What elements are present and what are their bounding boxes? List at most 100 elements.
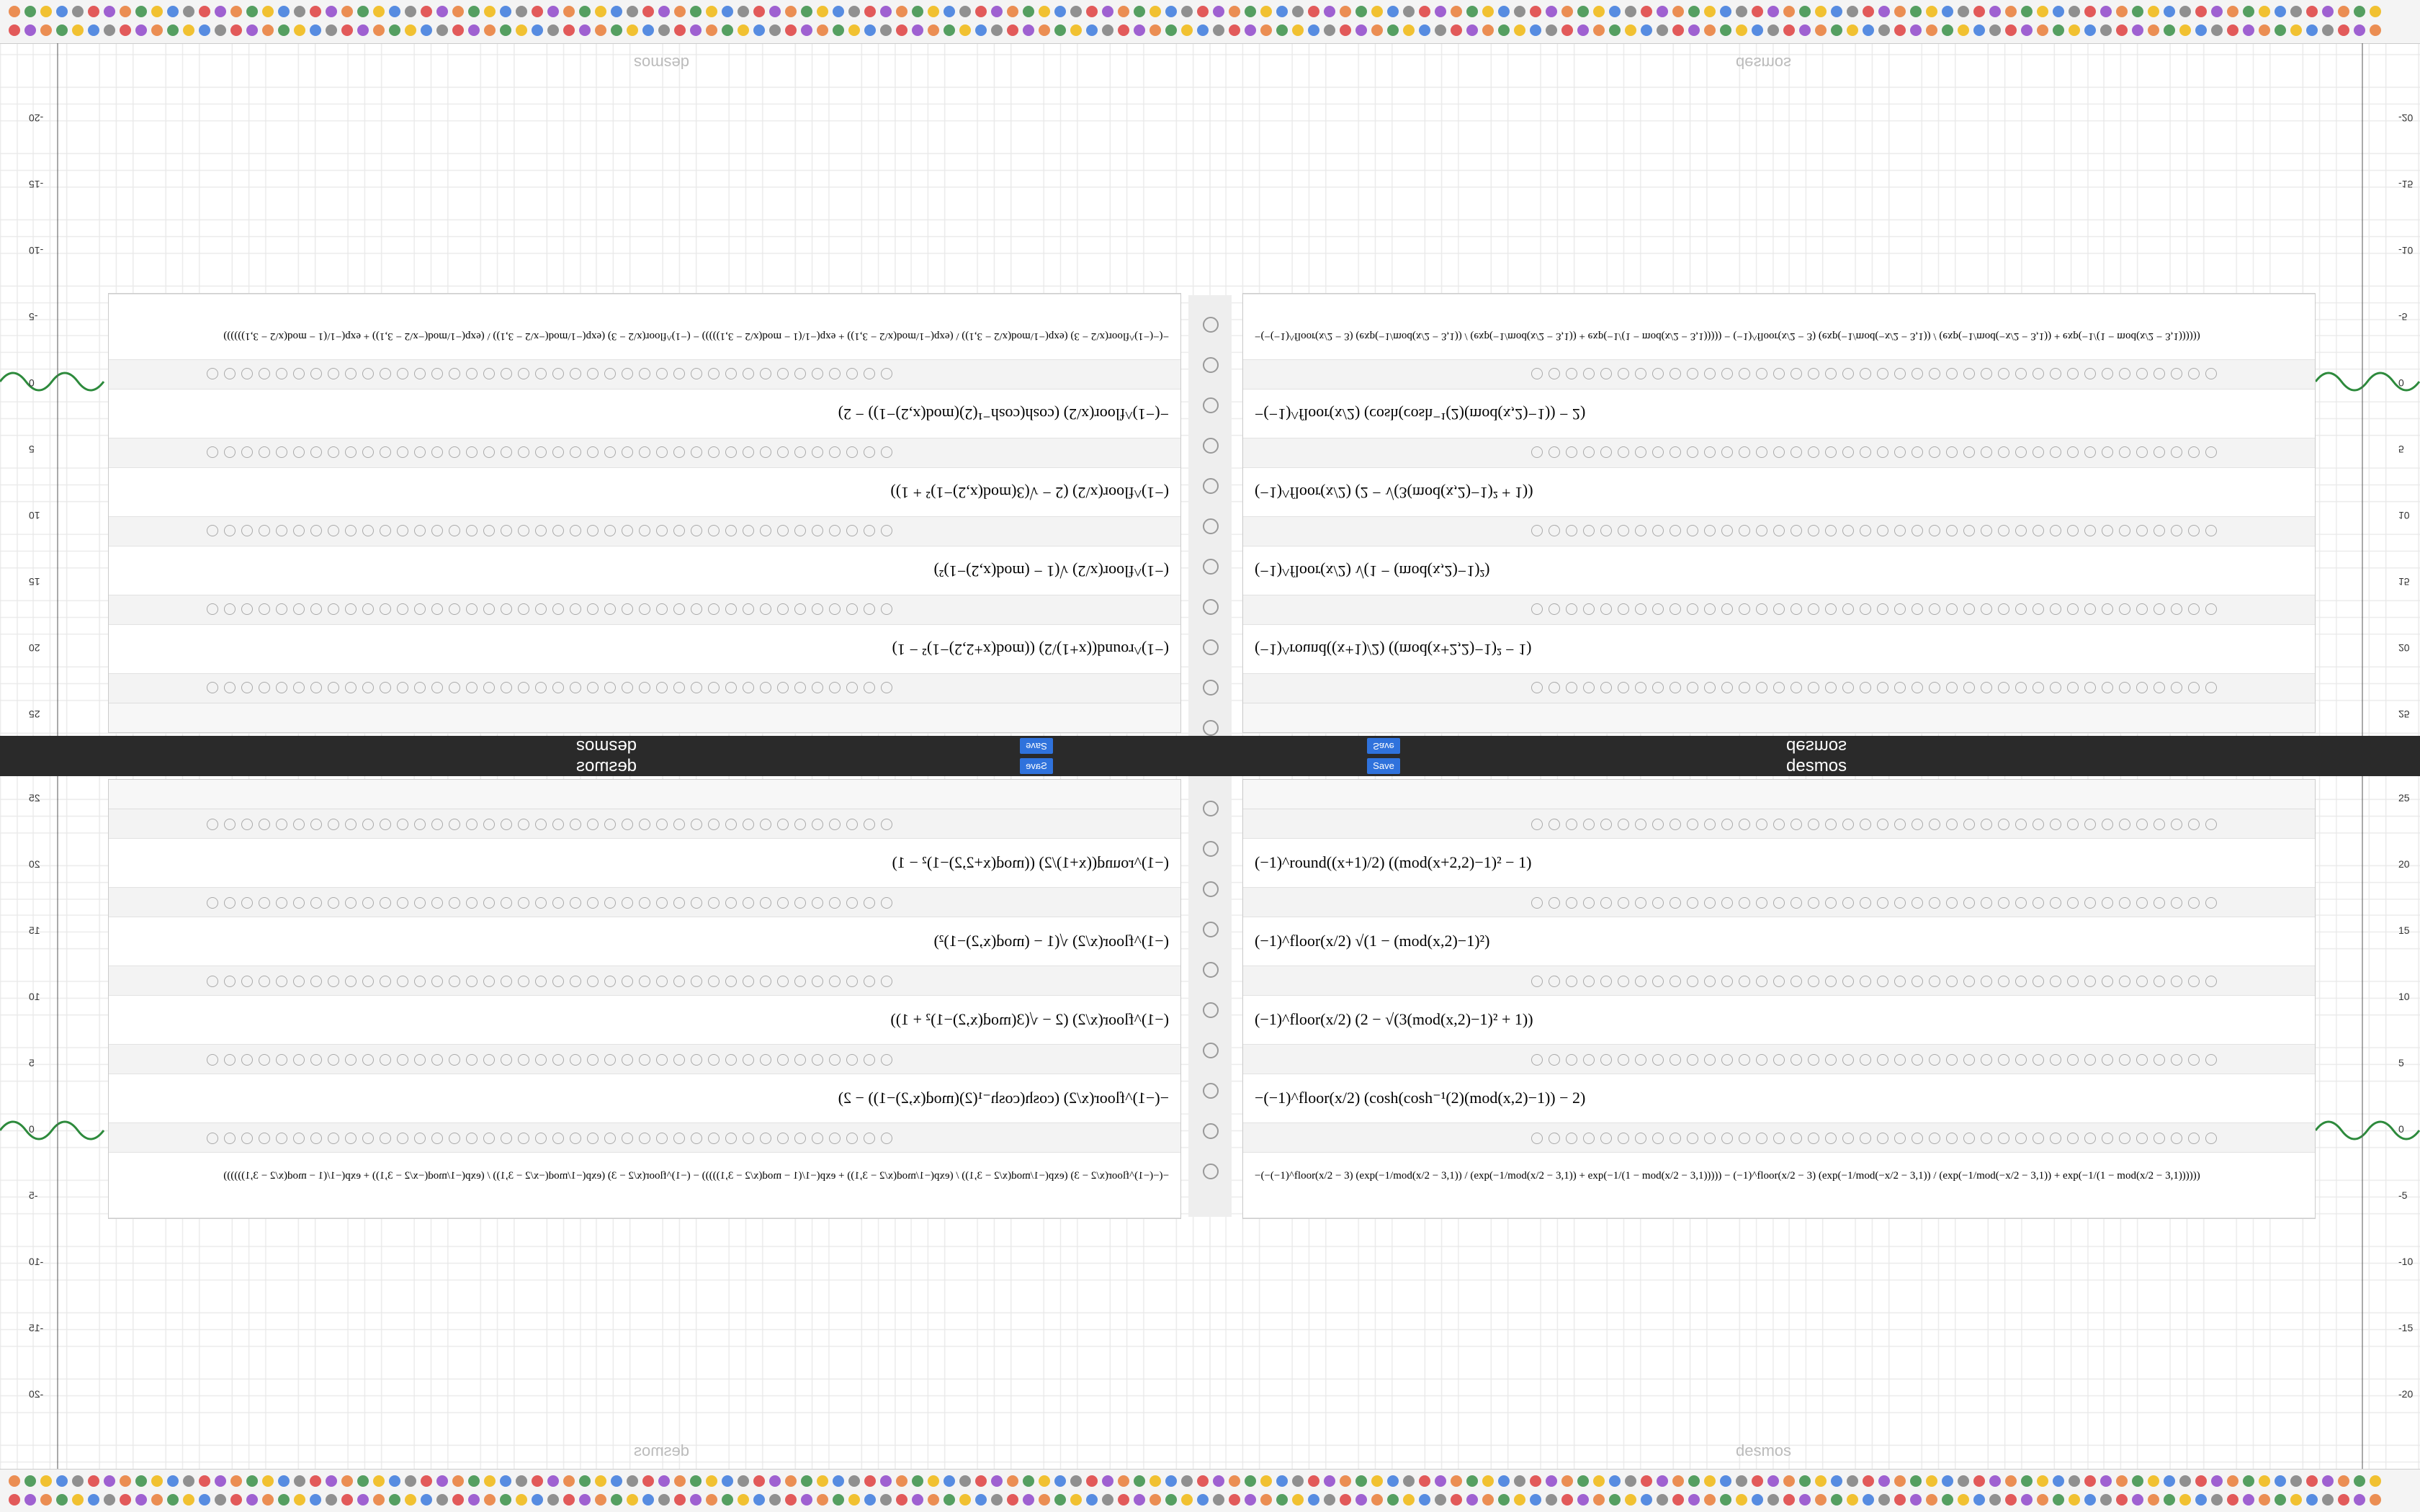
toolbar-icon	[880, 6, 892, 17]
toolbar-icon	[452, 24, 464, 36]
toolbar-icon	[9, 6, 20, 17]
save-button[interactable]: Save	[1367, 758, 1400, 774]
toggle-icon	[1549, 368, 1560, 379]
toggle-icon	[2084, 1133, 2096, 1144]
toggle-icon	[1652, 976, 1664, 987]
toggle-icon	[1877, 525, 1888, 536]
toolbar-icon	[959, 24, 971, 36]
toggle-icon	[345, 976, 357, 987]
toolbar-icon	[120, 24, 131, 36]
toggle-icon	[2154, 682, 2165, 693]
toggle-icon	[760, 1054, 771, 1066]
toolbar-icon	[896, 1494, 908, 1506]
toggle-icon	[2188, 1133, 2200, 1144]
toolbar-icon	[1847, 24, 1858, 36]
toggle-icon	[570, 682, 581, 693]
toggle-icon	[1583, 368, 1595, 379]
save-button[interactable]: Save	[1367, 738, 1400, 754]
toolbar-icon	[516, 1475, 527, 1487]
toggle-icon	[2050, 603, 2061, 615]
toolbar-icon	[1514, 6, 1525, 17]
toolbar-icon	[1609, 1475, 1621, 1487]
toolbar-icon	[864, 1475, 876, 1487]
toggle-icon	[2136, 682, 2148, 693]
toggle-icon	[293, 819, 305, 830]
toggle-icon	[2188, 446, 2200, 458]
toolbar-icon	[1134, 24, 1145, 36]
toggle-icon	[1791, 819, 1802, 830]
toggle-icon	[1894, 1133, 1906, 1144]
toggle-icon	[1531, 682, 1543, 693]
toolbar-icon	[183, 1475, 194, 1487]
expression-list: (−1)^round((x+1)/2) ((mod(x+2,2)−1)² − 1…	[1242, 779, 2316, 1219]
toggle-icon	[743, 819, 754, 830]
toolbar-icon	[516, 24, 527, 36]
toggle-icon	[760, 368, 771, 379]
toolbar-icon	[2100, 24, 2112, 36]
toolbar-icon	[24, 1494, 36, 1506]
toolbar-icon	[1783, 1475, 1795, 1487]
toolbar-icon	[294, 6, 305, 17]
toggle-icon	[535, 976, 547, 987]
toggle-icon	[639, 1133, 650, 1144]
toggle-icon	[2067, 603, 2079, 615]
toggle-icon	[725, 1054, 737, 1066]
toggle-icon	[794, 368, 806, 379]
toggle-icon	[1652, 682, 1664, 693]
toggle-icon	[535, 446, 547, 458]
toggle-icon	[397, 1054, 408, 1066]
toolbar-icon	[753, 1494, 765, 1506]
toggle-icon	[2102, 446, 2113, 458]
toolbar-icon	[1989, 24, 2001, 36]
toolbar-icon	[896, 6, 908, 17]
toggle-icon	[483, 525, 495, 536]
expression-row: −(−1)^floor(x/2) (cosh(cosh⁻¹(2)(mod(x,2…	[109, 389, 1180, 438]
toggle-icon	[259, 368, 270, 379]
toggle-icon	[1808, 1054, 1819, 1066]
toggle-icon	[2050, 368, 2061, 379]
toolbar-icon	[1118, 6, 1129, 17]
toggle-icon	[483, 819, 495, 830]
toggle-icon	[725, 603, 737, 615]
axis-label: 15	[2398, 924, 2410, 936]
toolbar-icon	[246, 24, 258, 36]
toggle-icon	[570, 368, 581, 379]
toggle-icon	[2154, 976, 2165, 987]
toggle-icon	[760, 897, 771, 909]
toggle-icon	[1739, 525, 1750, 536]
toggle-icon	[708, 682, 720, 693]
toggle-icon	[794, 525, 806, 536]
toggle-icon	[345, 368, 357, 379]
toolbar-icon	[1514, 1494, 1525, 1506]
toggle-icon	[207, 1054, 218, 1066]
toolbar-icon	[801, 1475, 812, 1487]
save-button[interactable]: Save	[1020, 758, 1053, 774]
toolbar-icon	[88, 1494, 99, 1506]
toggle-icon	[501, 368, 512, 379]
toggle-icon	[431, 1133, 443, 1144]
toolbar-icon	[1688, 24, 1700, 36]
toolbar-icon	[468, 1494, 480, 1506]
toolbar-icon	[2100, 1475, 2112, 1487]
toggle-icon	[1583, 976, 1595, 987]
toolbar-icon	[2005, 1475, 2017, 1487]
toggle-icon	[673, 525, 685, 536]
toolbar-icon	[1371, 1494, 1383, 1506]
toolbar-icon	[1736, 24, 1747, 36]
toolbar-icon	[2069, 24, 2080, 36]
toggle-row	[1243, 809, 2315, 839]
toggle-icon	[673, 1054, 685, 1066]
toolbar-icon	[1910, 1475, 1922, 1487]
toggle-icon	[1549, 525, 1560, 536]
toolbar-icon	[2179, 1475, 2191, 1487]
toggle-icon	[2136, 603, 2148, 615]
axis-label: 10	[2398, 510, 2410, 521]
toolbar-icon	[246, 6, 258, 17]
toolbar-icon	[1197, 1475, 1209, 1487]
toggle-icon	[1687, 368, 1698, 379]
strip-icon	[1203, 881, 1219, 897]
toggle-icon	[2171, 525, 2182, 536]
save-button[interactable]: Save	[1020, 738, 1053, 754]
toggle-icon	[1652, 525, 1664, 536]
toolbar-icon	[1657, 24, 1668, 36]
